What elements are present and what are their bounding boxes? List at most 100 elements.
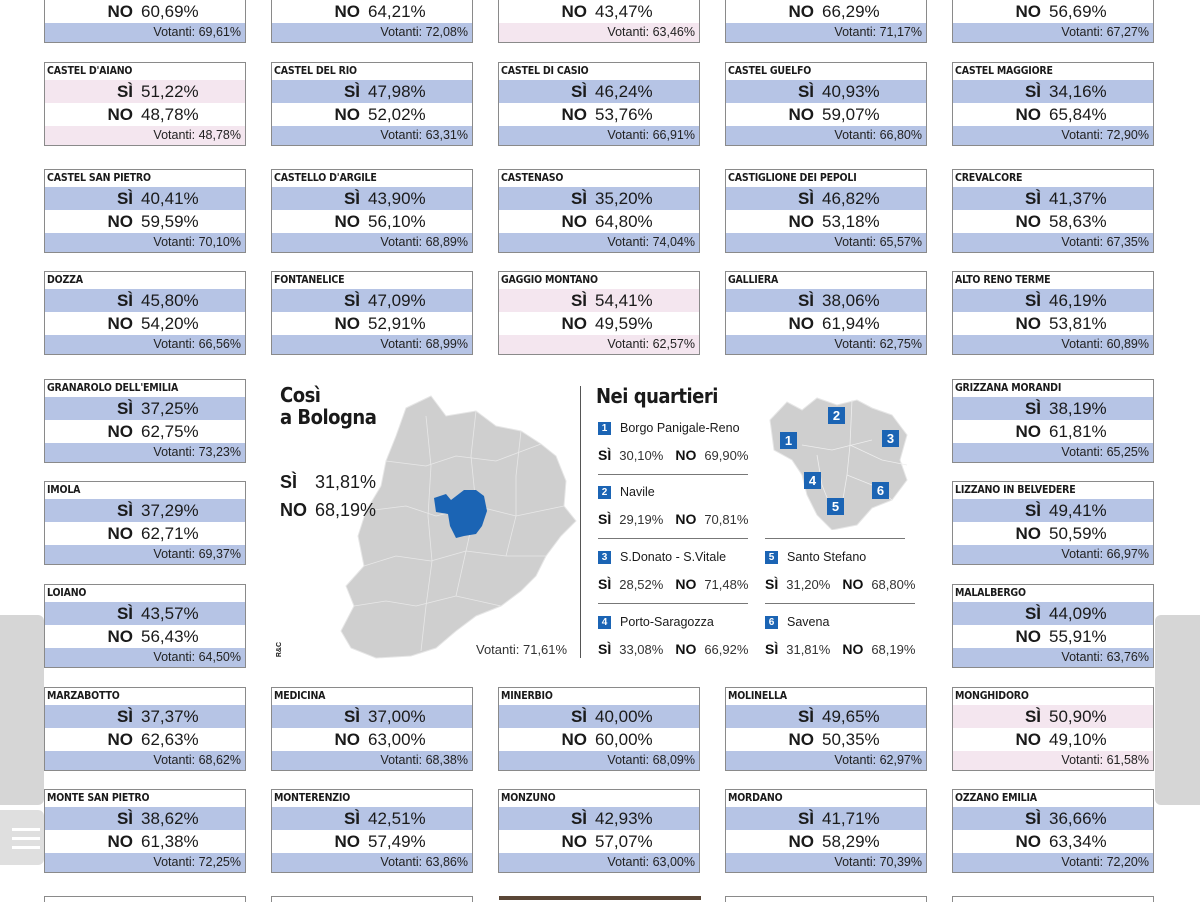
quartiere-item: 5 Santo Stefano SÌ 31,20% NO 68,80% — [765, 549, 925, 604]
result-card-partial — [271, 896, 473, 902]
votanti: Votanti: 63,00% — [499, 853, 699, 872]
si-row: SÌ 37,37% — [45, 705, 245, 728]
result-card-partial: NO 56,69% Votanti: 67,27% — [952, 0, 1154, 43]
separator — [598, 538, 748, 539]
result-card: MONGHIDORO SÌ 50,90% NO 49,10% Votanti: … — [952, 687, 1154, 771]
result-card: LIZZANO IN BELVEDERE SÌ 49,41% NO 50,59%… — [952, 481, 1154, 565]
si-row: SÌ 42,51% — [272, 807, 472, 830]
bologna-no: NO 68,19% — [280, 500, 376, 521]
si-label: SÌ — [1024, 706, 1041, 726]
no-label: NO — [561, 831, 588, 851]
si-value: 46,82% — [822, 188, 880, 208]
votanti: Votanti: 67,27% — [953, 23, 1153, 42]
si-row: SÌ 46,19% — [953, 289, 1153, 312]
quartiere-name: Borgo Panigale-Reno — [620, 421, 740, 435]
votanti: Votanti: 73,23% — [45, 443, 245, 462]
votanti: Votanti: 68,09% — [499, 751, 699, 770]
si-label: SÌ — [1024, 500, 1041, 520]
si-value: 30,10% — [619, 448, 664, 463]
no-label: NO — [107, 313, 134, 333]
si-label: SÌ — [116, 398, 133, 418]
si-row: SÌ 47,09% — [272, 289, 472, 312]
municipality-name: MEDICINA — [274, 690, 326, 702]
no-row: NO 62,71% — [45, 522, 245, 545]
no-value: 61,94% — [822, 313, 880, 333]
result-card: MARZABOTTO SÌ 37,37% NO 62,63% Votanti: … — [44, 687, 246, 771]
quartiere-item: 3 S.Donato - S.Vitale SÌ 28,52% NO 71,48% — [598, 549, 758, 604]
si-value: 47,98% — [368, 81, 426, 101]
si-label: SÌ — [343, 706, 360, 726]
si-row: SÌ 44,09% — [953, 602, 1153, 625]
next-page-button[interactable] — [1155, 615, 1200, 805]
previous-page-button[interactable] — [0, 615, 44, 805]
no-value: 70,81% — [704, 512, 749, 527]
votanti: Votanti: 61,58% — [953, 751, 1153, 770]
municipality-name: CASTEL D'AIANO — [47, 65, 133, 77]
si-row: SÌ 41,37% — [953, 187, 1153, 210]
result-card: MEDICINA SÌ 37,00% NO 63,00% Votanti: 68… — [271, 687, 473, 771]
no-value: 54,20% — [141, 313, 199, 333]
quartieri-title: Nei quartieri — [596, 384, 718, 408]
votanti: Votanti: 48,78% — [45, 126, 245, 145]
no-label: NO — [107, 211, 134, 231]
si-value: 44,09% — [1049, 603, 1107, 623]
quartiere-number-badge: 3 — [598, 550, 611, 564]
no-row: NO 50,35% — [726, 728, 926, 751]
si-row: SÌ 42,93% — [499, 807, 699, 830]
no-value: 64,21% — [368, 1, 426, 21]
result-card: MORDANO SÌ 41,71% NO 58,29% Votanti: 70,… — [725, 789, 927, 873]
result-card: CASTELLO D'ARGILE SÌ 43,90% NO 56,10% Vo… — [271, 169, 473, 253]
no-label: NO — [675, 641, 697, 657]
si-label: SÌ — [797, 290, 814, 310]
no-row: NO 56,10% — [272, 210, 472, 233]
si-row: SÌ 43,57% — [45, 602, 245, 625]
si-row: SÌ 51,22% — [45, 80, 245, 103]
si-value: 28,52% — [619, 577, 664, 592]
si-value: 54,41% — [595, 290, 653, 310]
bologna-si: SÌ 31,81% — [280, 472, 376, 493]
no-label: NO — [280, 500, 307, 520]
votanti: Votanti: 62,75% — [726, 335, 926, 354]
result-card: DOZZA SÌ 45,80% NO 54,20% Votanti: 66,56… — [44, 271, 246, 355]
no-label: NO — [334, 211, 361, 231]
result-card-partial: NO 60,69% Votanti: 69,61% — [44, 0, 246, 43]
no-value: 62,75% — [141, 421, 199, 441]
no-label: NO — [334, 729, 361, 749]
quartiere-item: 4 Porto-Saragozza SÌ 33,08% NO 66,92% — [598, 614, 758, 657]
si-label: SÌ — [343, 808, 360, 828]
votanti: Votanti: 66,56% — [45, 335, 245, 354]
no-row: NO 65,84% — [953, 103, 1153, 126]
si-value: 41,37% — [1049, 188, 1107, 208]
municipality-name: LIZZANO IN BELVEDERE — [955, 484, 1076, 496]
result-card: CASTEL SAN PIETRO SÌ 40,41% NO 59,59% Vo… — [44, 169, 246, 253]
no-row: NO 49,10% — [953, 728, 1153, 751]
result-card-partial: NO 43,47% Votanti: 63,46% — [498, 0, 700, 43]
district-badge-1: 1 — [780, 432, 797, 449]
no-row: NO 57,07% — [499, 830, 699, 853]
si-value: 38,62% — [141, 808, 199, 828]
votanti: Votanti: 63,31% — [272, 126, 472, 145]
si-label: SÌ — [343, 290, 360, 310]
no-label: NO — [561, 313, 588, 333]
si-label: SÌ — [1024, 398, 1041, 418]
votanti: Votanti: 72,90% — [953, 126, 1153, 145]
votanti: Votanti: 66,97% — [953, 545, 1153, 564]
si-label: SÌ — [570, 81, 587, 101]
menu-button[interactable] — [0, 810, 44, 865]
no-row: NO 53,76% — [499, 103, 699, 126]
si-row: SÌ 41,71% — [726, 807, 926, 830]
municipality-name: CASTEL DEL RIO — [274, 65, 357, 77]
no-label: NO — [561, 211, 588, 231]
title-line: a Bologna — [280, 405, 377, 429]
si-label: SÌ — [1024, 188, 1041, 208]
no-label: NO — [334, 831, 361, 851]
no-value: 52,02% — [368, 104, 426, 124]
no-row: NO 58,63% — [953, 210, 1153, 233]
si-row: SÌ 37,25% — [45, 397, 245, 420]
si-row: SÌ 37,29% — [45, 499, 245, 522]
si-label: SÌ — [765, 576, 779, 592]
si-label: SÌ — [116, 188, 133, 208]
no-label: NO — [842, 641, 864, 657]
no-label: NO — [1015, 421, 1042, 441]
no-value: 57,07% — [595, 831, 653, 851]
